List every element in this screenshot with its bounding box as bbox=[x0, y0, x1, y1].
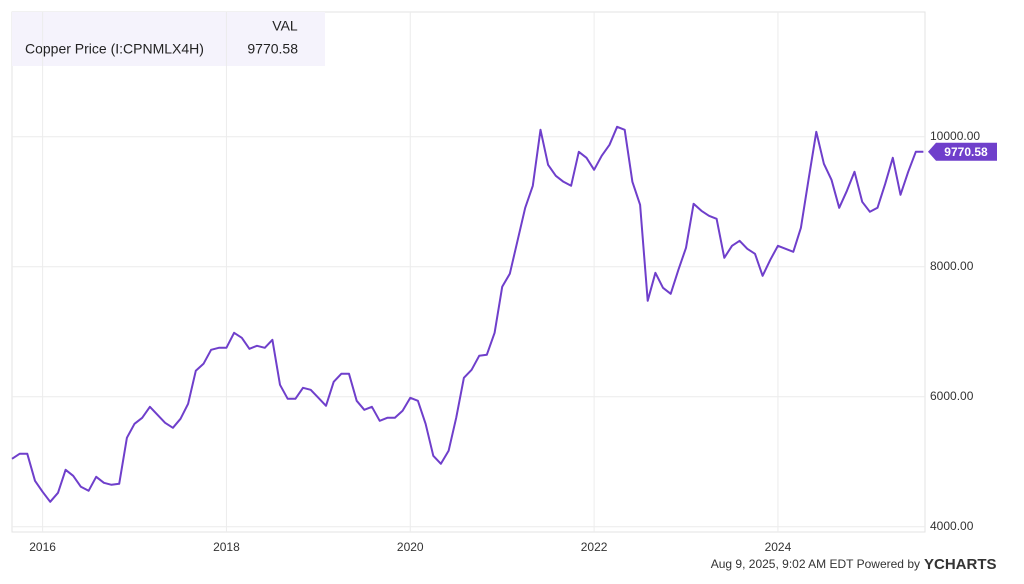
footer: Aug 9, 2025, 9:02 AM EDT Powered by bbox=[711, 557, 920, 571]
y-tick-label: 4000.00 bbox=[930, 519, 974, 533]
legend-header: VAL bbox=[272, 18, 298, 34]
y-tick-label: 6000.00 bbox=[930, 389, 974, 403]
last-value-badge bbox=[928, 142, 997, 161]
price-line bbox=[11, 125, 924, 503]
plot-border bbox=[11, 11, 926, 533]
x-tick-label: 2020 bbox=[397, 540, 424, 554]
y-tick-label: 10000.00 bbox=[930, 129, 980, 143]
legend-series-name: Copper Price (I:CPNMLX4H) bbox=[25, 41, 204, 57]
x-tick-label: 2018 bbox=[213, 540, 240, 554]
y-tick-label: 8000.00 bbox=[930, 259, 974, 273]
x-tick-label: 2024 bbox=[765, 540, 792, 554]
legend-box bbox=[12, 12, 325, 66]
x-tick-label: 2022 bbox=[581, 540, 608, 554]
brand: YCHARTS bbox=[924, 556, 997, 573]
last-value-label: 9770.58 bbox=[944, 145, 988, 159]
x-tick-label: 2016 bbox=[29, 540, 56, 554]
legend-value: 9770.58 bbox=[247, 41, 298, 57]
